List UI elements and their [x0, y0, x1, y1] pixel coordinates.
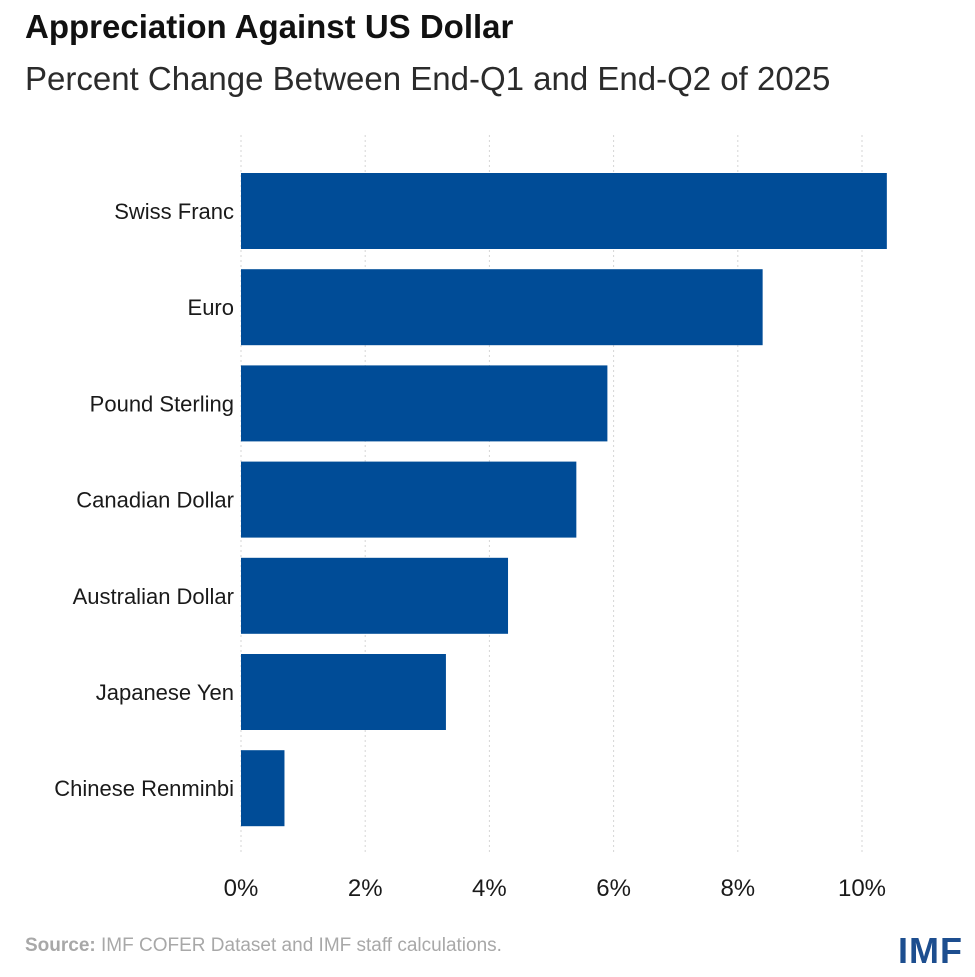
bar [241, 365, 608, 442]
x-axis-tick-labels: 0% 2% 4% 6% 8% 10% [224, 875, 886, 902]
x-tick-label: 0% [224, 875, 259, 902]
bar [241, 654, 446, 730]
bars [241, 173, 887, 827]
x-tick-label: 10% [838, 875, 886, 902]
bar [241, 173, 887, 249]
source-text: IMF COFER Dataset and IMF staff calculat… [95, 935, 502, 956]
bar [241, 557, 509, 634]
bar [241, 269, 763, 346]
category-labels: Swiss Franc Euro Pound Sterling Canadian Do… [54, 199, 234, 801]
source-label: Source: [25, 935, 96, 956]
category-label: Australian Dollar [73, 584, 234, 609]
category-label: Swiss Franc [114, 199, 234, 224]
x-tick-label: 2% [348, 875, 383, 902]
category-label: Chinese Renminbi [54, 776, 234, 801]
x-tick-label: 8% [720, 875, 755, 902]
bar [241, 750, 285, 827]
imf-logo: IMF [898, 930, 963, 971]
category-label: Canadian Dollar [76, 488, 234, 513]
category-label: Japanese Yen [96, 680, 234, 705]
chart-subtitle: Percent Change Between End-Q1 and End-Q2… [25, 60, 831, 97]
source-note: Source: IMF COFER Dataset and IMF staff … [25, 935, 502, 957]
x-tick-label: 6% [596, 875, 631, 902]
chart-title: Appreciation Against US Dollar [25, 8, 514, 45]
category-label: Euro [188, 295, 234, 320]
category-label: Pound Sterling [90, 391, 234, 416]
bar [241, 461, 577, 538]
x-tick-label: 4% [472, 875, 507, 902]
